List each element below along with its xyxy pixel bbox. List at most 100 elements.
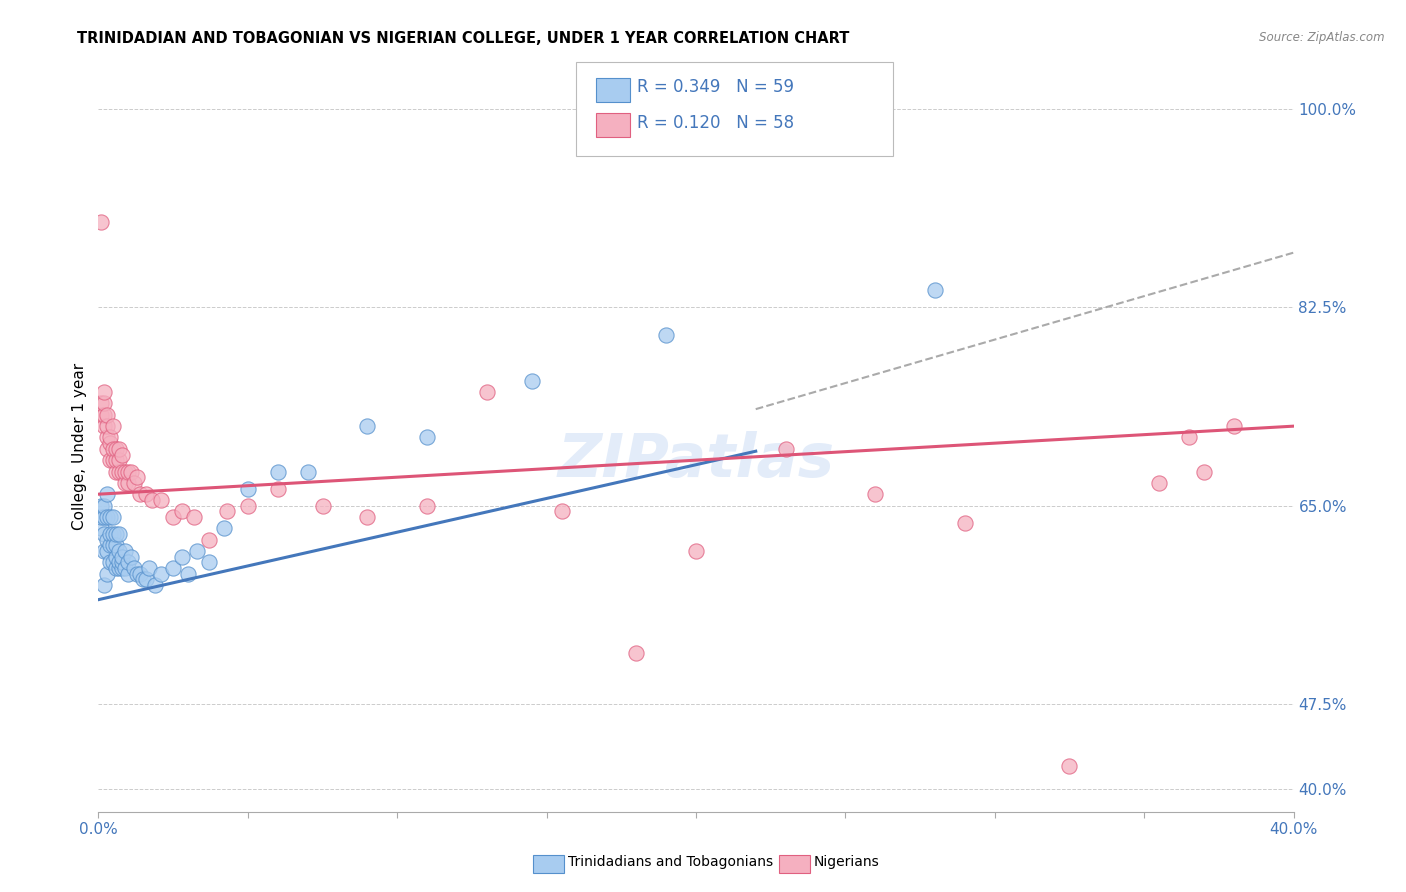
Point: [1178, 430, 1201, 444]
Point: [117, 566, 139, 581]
Point: [138, 561, 160, 575]
Point: [416, 499, 439, 513]
Point: [183, 509, 205, 524]
Point: [198, 555, 221, 569]
Point: [172, 504, 194, 518]
Point: [103, 419, 125, 434]
Text: Source: ZipAtlas.com: Source: ZipAtlas.com: [1260, 31, 1385, 45]
Point: [114, 561, 136, 575]
Point: [1223, 419, 1246, 434]
Point: [311, 499, 333, 513]
Point: [93, 385, 115, 400]
Point: [924, 283, 946, 297]
Point: [267, 465, 290, 479]
Point: [96, 487, 118, 501]
Point: [103, 453, 125, 467]
Point: [90, 408, 112, 422]
Text: Trinidadians and Tobagonians: Trinidadians and Tobagonians: [568, 855, 773, 869]
Point: [93, 527, 115, 541]
Point: [120, 465, 142, 479]
Point: [108, 465, 131, 479]
Point: [93, 509, 115, 524]
Y-axis label: College, Under 1 year: College, Under 1 year: [72, 362, 87, 530]
Point: [1059, 759, 1081, 773]
Point: [98, 538, 122, 552]
Point: [90, 499, 112, 513]
Point: [111, 549, 134, 564]
Point: [1192, 465, 1215, 479]
Point: [96, 430, 118, 444]
Point: [1147, 475, 1170, 490]
Point: [953, 516, 976, 530]
Point: [108, 555, 131, 569]
Point: [475, 385, 498, 400]
Point: [129, 487, 152, 501]
Point: [120, 549, 142, 564]
Point: [356, 419, 378, 434]
Point: [105, 442, 128, 456]
Point: [111, 561, 134, 575]
Point: [236, 482, 259, 496]
Point: [90, 215, 112, 229]
Point: [108, 544, 131, 558]
Point: [96, 544, 118, 558]
Point: [105, 561, 128, 575]
Point: [865, 487, 887, 501]
Point: [108, 442, 131, 456]
Point: [103, 509, 125, 524]
Point: [177, 566, 200, 581]
Point: [215, 504, 238, 518]
Point: [416, 430, 439, 444]
Point: [236, 499, 259, 513]
Point: [135, 572, 157, 586]
Point: [150, 566, 173, 581]
Point: [520, 374, 543, 388]
Point: [267, 482, 290, 496]
Point: [93, 499, 115, 513]
Point: [297, 465, 319, 479]
Text: Nigerians: Nigerians: [814, 855, 880, 869]
Point: [90, 396, 112, 410]
Point: [90, 509, 112, 524]
Point: [162, 509, 184, 524]
Point: [108, 527, 131, 541]
Point: [550, 504, 572, 518]
Point: [655, 328, 678, 343]
Point: [108, 453, 131, 467]
Point: [93, 578, 115, 592]
Text: R = 0.349   N = 59: R = 0.349 N = 59: [637, 78, 794, 96]
Point: [127, 470, 149, 484]
Point: [105, 453, 128, 467]
Point: [114, 544, 136, 558]
Point: [124, 475, 146, 490]
Point: [90, 521, 112, 535]
Point: [96, 408, 118, 422]
Point: [124, 561, 146, 575]
Point: [626, 646, 648, 660]
Point: [93, 419, 115, 434]
Point: [96, 566, 118, 581]
Point: [103, 442, 125, 456]
Point: [105, 549, 128, 564]
Point: [103, 538, 125, 552]
Point: [135, 487, 157, 501]
Point: [103, 555, 125, 569]
Text: ZIPatlas: ZIPatlas: [557, 431, 835, 490]
Point: [105, 465, 128, 479]
Point: [162, 561, 184, 575]
Point: [98, 453, 122, 467]
Text: R = 0.120   N = 58: R = 0.120 N = 58: [637, 114, 794, 132]
Point: [143, 578, 166, 592]
Point: [356, 509, 378, 524]
Point: [98, 430, 122, 444]
Point: [96, 533, 118, 547]
Point: [127, 566, 149, 581]
Point: [111, 448, 134, 462]
Point: [117, 555, 139, 569]
Point: [114, 465, 136, 479]
Point: [141, 492, 163, 507]
Point: [96, 509, 118, 524]
Point: [150, 492, 173, 507]
Point: [117, 475, 139, 490]
Point: [98, 555, 122, 569]
